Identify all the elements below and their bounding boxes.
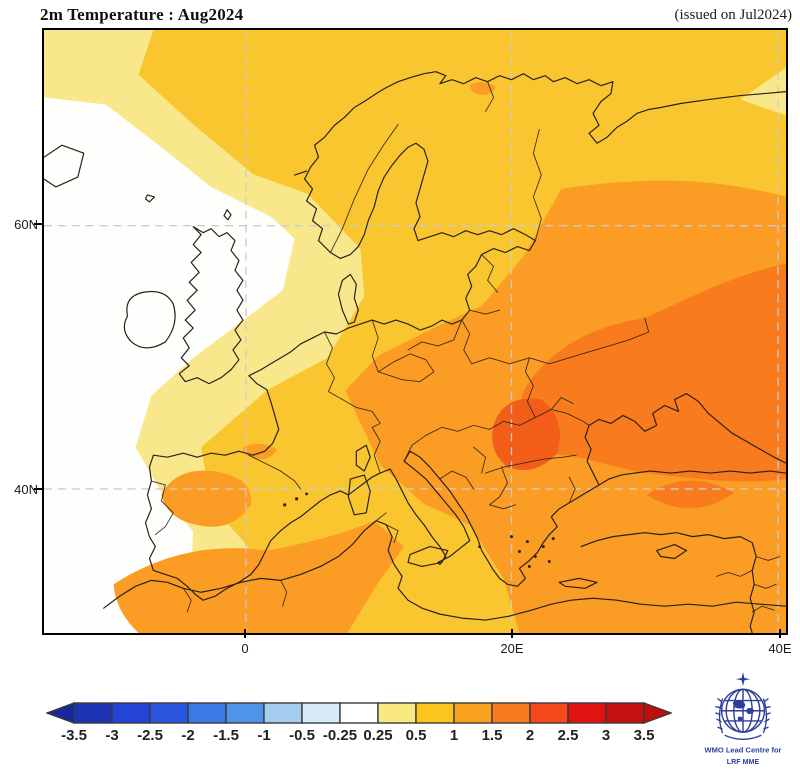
logo-text-line2: LRF MME bbox=[727, 758, 760, 766]
country-borders bbox=[150, 81, 781, 613]
colorbar-tick-label: 1.5 bbox=[481, 727, 503, 744]
coast-sardinia bbox=[347, 474, 371, 516]
wmo-logo-graphic: WMO Lead Centre for LRF MME bbox=[705, 672, 782, 766]
colorbar-segment bbox=[491, 702, 531, 724]
europe-map bbox=[44, 30, 786, 633]
colorbar-tick-label: 0.25 bbox=[363, 727, 393, 744]
colorbar-svg bbox=[44, 701, 674, 725]
colorbar-segment bbox=[111, 702, 151, 724]
coast-scandinavia-north bbox=[303, 71, 786, 254]
colorbar-tick-label: 2.5 bbox=[557, 727, 579, 744]
colorbar-tick-label: -3.5 bbox=[61, 727, 87, 744]
colorbar-tick-label: 1 bbox=[449, 727, 459, 744]
colorbar-segment bbox=[377, 702, 417, 724]
colorbar-segment bbox=[605, 702, 645, 724]
colorbar-segment bbox=[453, 702, 493, 724]
colorbar-segment bbox=[567, 702, 607, 724]
coast-ireland bbox=[123, 290, 176, 349]
coast-crete bbox=[558, 577, 598, 589]
coast-black-sea-north bbox=[584, 392, 786, 486]
colorbar-segment bbox=[225, 702, 265, 724]
fill-darkorange-blacksea bbox=[518, 263, 786, 482]
lat-label-60n: 60N bbox=[14, 217, 38, 232]
coastlines bbox=[44, 71, 786, 633]
island-dots bbox=[283, 492, 555, 568]
logo-text-line1: WMO Lead Centre for bbox=[705, 746, 782, 755]
lon-label-40e: 40E bbox=[768, 641, 792, 656]
coast-great-britain bbox=[178, 226, 244, 385]
fill-orange-africa bbox=[113, 520, 405, 633]
lat-label-40n: 40N bbox=[14, 482, 38, 497]
map-panel bbox=[42, 28, 788, 635]
colorbar-segment bbox=[44, 701, 75, 725]
colorbar-tick-label: -2.5 bbox=[137, 727, 163, 744]
colorbar-segment bbox=[73, 702, 113, 724]
coast-shetland bbox=[223, 209, 232, 221]
colorbar-tick-label: 0.5 bbox=[405, 727, 427, 744]
coast-corsica bbox=[355, 444, 371, 472]
fill-darkorange-turkey bbox=[646, 480, 735, 509]
coast-faroe bbox=[144, 194, 156, 203]
tick-40n bbox=[34, 488, 44, 490]
colorbar-segment bbox=[415, 702, 455, 724]
compass-icon bbox=[735, 672, 751, 687]
colorbar-tick-label: 3.5 bbox=[633, 727, 655, 744]
tick-60n bbox=[34, 223, 44, 225]
fill-white-atlantic bbox=[44, 97, 295, 633]
colorbar-tick-label: -2 bbox=[181, 727, 195, 744]
fill-orange-spain bbox=[161, 470, 252, 527]
colorbar-segment bbox=[149, 702, 189, 724]
graticule bbox=[44, 30, 786, 633]
colorbar-tick-label: -0.25 bbox=[322, 727, 358, 744]
tick-40e bbox=[779, 629, 781, 638]
wmo-logo: WMO Lead Centre for LRF MME bbox=[692, 672, 794, 774]
colorbar-segment bbox=[529, 702, 569, 724]
colorbar-segment bbox=[263, 702, 303, 724]
coast-denmark bbox=[337, 273, 359, 325]
issued-label: (issued on Jul2024) bbox=[674, 7, 793, 23]
coast-baltic bbox=[329, 142, 536, 331]
fill-redorange-serbia bbox=[492, 398, 560, 471]
coast-turkey-levant bbox=[580, 532, 757, 633]
fill-pale-ne bbox=[740, 67, 786, 116]
colorbar-tick-label: -0.5 bbox=[289, 727, 315, 744]
coast-sicily bbox=[407, 545, 449, 568]
lon-label-0: 0 bbox=[241, 641, 249, 656]
colorbar-tick-label: 3 bbox=[601, 727, 611, 744]
colorbar-labels: -3.5 -3 -2.5 -2 -1.5 -1 -0.5 -0.25 0.25 0.5 1 1.5 2 2… bbox=[46, 727, 676, 747]
colorbar-tick-label: -1.5 bbox=[213, 727, 239, 744]
globe-icon bbox=[720, 688, 766, 733]
colorbar-tick-label: 2 bbox=[525, 727, 535, 744]
coast-jan-mayen bbox=[294, 170, 308, 176]
tick-20e bbox=[511, 629, 513, 638]
colorbar bbox=[44, 701, 674, 730]
coast-iceland bbox=[44, 144, 85, 188]
page-title: 2m Temperature : Aug2024 bbox=[40, 5, 244, 24]
coast-cyprus bbox=[656, 543, 688, 560]
lon-label-20e: 20E bbox=[500, 641, 524, 656]
colorbar-tick-label: -1 bbox=[257, 727, 271, 744]
coast-west-europe-mediterranean bbox=[144, 323, 786, 601]
tick-0e bbox=[244, 629, 246, 638]
laurel-icon bbox=[715, 697, 771, 740]
globe-continents bbox=[732, 700, 755, 721]
colorbar-segment bbox=[643, 701, 674, 725]
colorbar-segment bbox=[187, 702, 227, 724]
coast-north-africa bbox=[103, 520, 786, 621]
colorbar-segment bbox=[301, 702, 341, 724]
colorbar-segment bbox=[339, 702, 379, 724]
colorbar-tick-label: -3 bbox=[105, 727, 119, 744]
